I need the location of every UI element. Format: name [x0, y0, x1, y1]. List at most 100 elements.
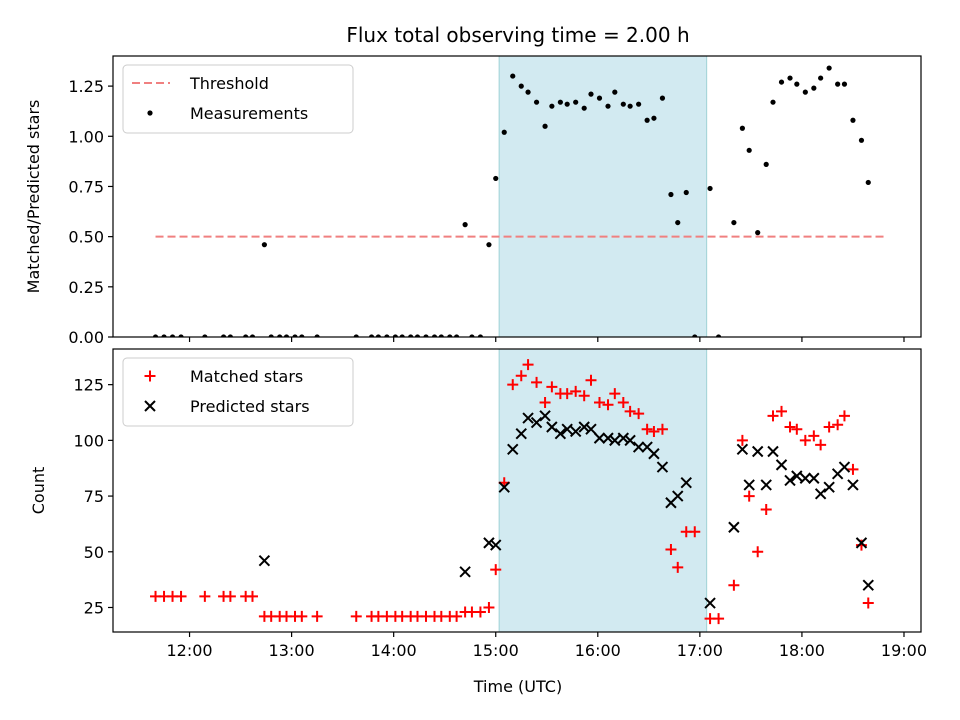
measurement-point — [493, 175, 499, 182]
y-tick-label: 0.25 — [68, 278, 104, 297]
matched-star-point — [862, 597, 874, 609]
measurement-point — [414, 334, 421, 337]
matched-star-point — [624, 405, 636, 417]
y-axis-label: Count — [29, 467, 48, 515]
measurement-point — [469, 334, 475, 337]
measurement-point — [818, 75, 824, 81]
matched-star-point — [602, 399, 614, 411]
x-tick-label: 17:00 — [677, 641, 723, 660]
matched-star-point — [633, 408, 645, 420]
measurement-point — [462, 222, 468, 228]
predicted-star-point — [847, 479, 859, 491]
measurement-point — [392, 334, 398, 337]
legend: Matched stars Predicted stars — [122, 357, 354, 427]
x-tick-label: 16:00 — [575, 641, 621, 660]
y-tick-label: 100 — [73, 431, 104, 450]
predicted-star-point — [554, 427, 567, 440]
measurement-point — [826, 65, 832, 71]
predicted-star-point — [569, 425, 582, 438]
matched-star-point — [728, 579, 740, 591]
plot-area — [150, 359, 874, 625]
predicted-star-point — [561, 423, 573, 435]
measurement-point — [612, 89, 618, 95]
predicted-star-point — [736, 443, 749, 455]
measurement-point — [501, 129, 507, 135]
x-tick-label: 12:00 — [166, 641, 212, 660]
matched-star-point — [296, 610, 308, 622]
x-tick-label: 14:00 — [371, 641, 417, 660]
measurement-point — [620, 101, 626, 107]
measurement-point — [739, 125, 745, 131]
measurement-point — [605, 103, 611, 109]
measurement-point — [683, 189, 689, 196]
y-tick-label: 25 — [84, 598, 104, 617]
y-tick-label: 0.00 — [68, 328, 104, 347]
matched-star-point — [656, 423, 668, 435]
matched-star-point — [531, 376, 543, 388]
measurement-point — [573, 99, 579, 105]
measurement-point — [169, 334, 176, 337]
measurement-point — [835, 81, 841, 87]
predicted-star-point — [459, 566, 471, 578]
matched-star-point — [585, 374, 597, 386]
predicted-star-point — [578, 421, 590, 433]
legend-label: Predicted stars — [190, 397, 310, 416]
predicted-star-point — [767, 445, 779, 458]
matched-star-point — [641, 423, 653, 435]
measurement-point — [707, 185, 713, 192]
matched-star-point — [736, 434, 748, 446]
measurement-point — [770, 99, 776, 105]
measurement-point — [596, 95, 603, 101]
predicted-star-point — [814, 488, 827, 500]
matched-star-point — [522, 359, 534, 371]
measurement-point — [715, 334, 722, 337]
measurement-point — [299, 334, 305, 337]
matched-star-point — [539, 396, 551, 408]
measurement-point — [292, 334, 298, 337]
measurement-point — [675, 219, 681, 226]
predicted-star-point — [498, 481, 510, 493]
legend-box — [122, 357, 354, 427]
measurement-point — [811, 85, 817, 91]
matched-star-point — [578, 390, 590, 402]
predicted-star-point — [862, 579, 874, 591]
measurement-point — [431, 334, 438, 337]
axes-frame — [112, 348, 922, 633]
measurement-point — [858, 137, 865, 143]
matched-star-point — [546, 381, 558, 393]
observing-interval-shade — [498, 348, 708, 633]
x-axis-label: Time (UTC) — [473, 677, 562, 696]
matched-star-point — [752, 546, 764, 558]
matched-star-point — [246, 590, 258, 602]
matched-star-point — [609, 388, 621, 400]
predicted-star-point — [680, 476, 692, 489]
measurement-point — [731, 219, 737, 226]
predicted-star-point — [602, 432, 614, 444]
measurement-point — [268, 334, 274, 337]
matched-star-point — [224, 590, 236, 602]
predicted-star-point — [656, 461, 669, 473]
predicted-star-point — [743, 479, 755, 491]
y-tick-label: 75 — [84, 487, 104, 506]
predicted-star-point — [855, 537, 868, 549]
measurement-point — [510, 73, 516, 79]
measurement-point — [668, 191, 674, 198]
measurement-point — [533, 99, 540, 105]
measurement-point — [755, 230, 761, 236]
measurement-point — [581, 105, 587, 111]
predicted-star-point — [838, 461, 851, 473]
measurement-point — [384, 334, 390, 337]
legend-box — [122, 64, 354, 134]
matched-star-point — [570, 385, 582, 397]
measurement-point — [447, 334, 453, 337]
measurement-point — [588, 91, 594, 97]
measurement-point — [152, 334, 159, 337]
ratio-panel: 0.00 0.25 0.50 0.75 1.00 1.25 Matched/Predicte… — [24, 55, 922, 347]
measurement-point — [692, 334, 698, 337]
matched-star-point — [311, 610, 323, 622]
predicted-star-point — [799, 472, 812, 484]
matched-star-point — [776, 405, 788, 417]
measurement-point — [787, 75, 793, 81]
x-tick-label: 18:00 — [779, 641, 825, 660]
measurement-point — [542, 123, 548, 129]
